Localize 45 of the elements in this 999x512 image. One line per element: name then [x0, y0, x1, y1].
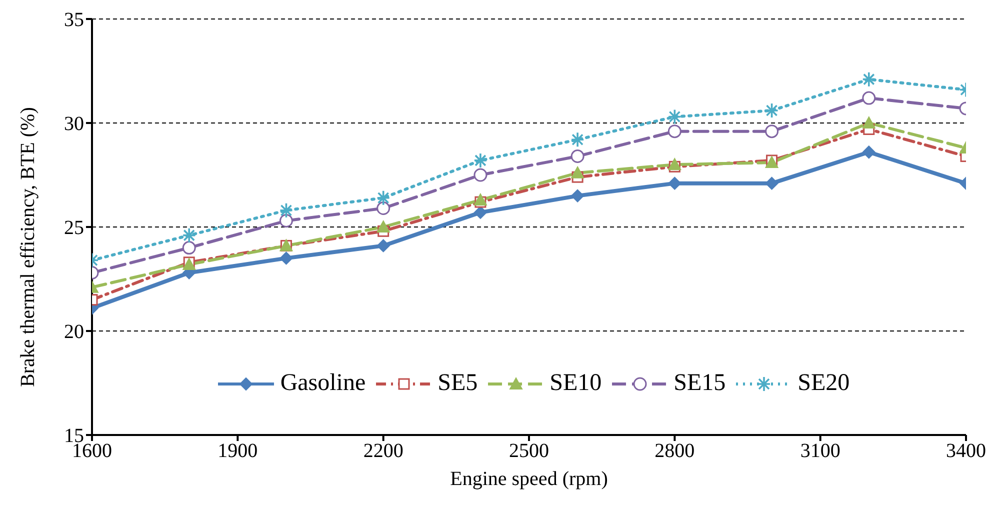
point: [571, 166, 584, 178]
x-tick-label: 2800: [654, 440, 695, 462]
y-tick-label: 35: [64, 9, 84, 32]
point: [862, 146, 876, 159]
point: [279, 214, 293, 228]
x-tick-label: 3400: [946, 440, 986, 462]
x-tick-label: 2500: [509, 440, 549, 462]
point: [376, 202, 390, 216]
legend-label: SE10: [550, 370, 602, 397]
x-tick-label: 2200: [363, 440, 404, 462]
point: [765, 176, 778, 190]
legend-label: SE5: [438, 370, 478, 397]
point: [182, 241, 196, 255]
x-tick-label: 1900: [218, 440, 258, 462]
point: [376, 239, 390, 252]
legend-label: Gasoline: [280, 370, 366, 397]
y-tick-label: 20: [64, 321, 84, 344]
point: [862, 91, 876, 105]
y-tick-label: 25: [64, 217, 84, 240]
point: [474, 206, 487, 219]
y-tick-label: 30: [64, 113, 84, 136]
x-tick-label: 3100: [800, 440, 840, 462]
point: [474, 152, 488, 168]
point: [862, 71, 876, 88]
point: [570, 132, 584, 148]
legend-label: SE15: [674, 370, 726, 397]
legend-label: SE20: [798, 370, 850, 397]
point: [280, 252, 293, 265]
point: [862, 116, 876, 128]
point: [474, 168, 488, 182]
point: [764, 102, 779, 118]
point: [668, 124, 682, 138]
point: [279, 202, 294, 218]
point: [668, 158, 682, 170]
y-axis-title: Brake thermal efficiency, BTE (%): [17, 107, 40, 387]
point: [376, 190, 390, 206]
x-axis-title: Engine speed (rpm): [450, 468, 608, 490]
point: [474, 193, 487, 206]
point: [765, 124, 779, 138]
point: [668, 176, 682, 190]
point: [376, 220, 390, 232]
point: [570, 150, 584, 164]
point: [571, 189, 584, 202]
point: [668, 108, 682, 125]
point: [182, 227, 196, 244]
